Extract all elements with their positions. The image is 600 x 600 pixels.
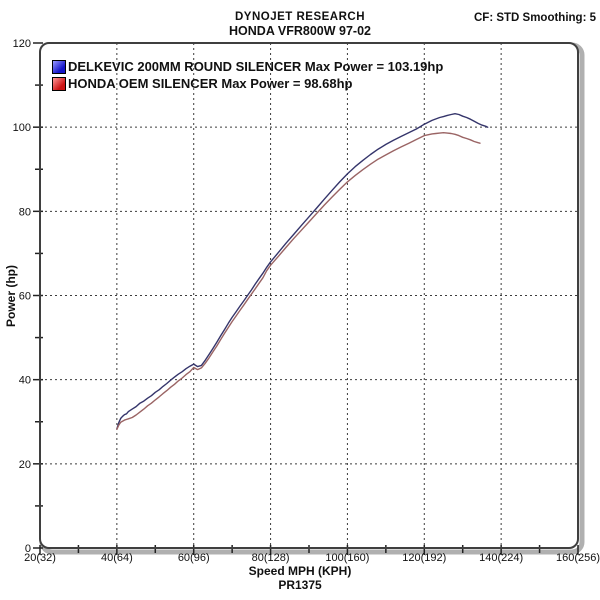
legend-item-honda-oem: HONDA OEM SILENCER Max Power = 98.68hp — [52, 75, 443, 92]
y-tick-label: 120 — [13, 38, 31, 50]
y-tick-label: 0 — [25, 543, 31, 555]
legend-label-delkevic: DELKEVIC 200MM ROUND SILENCER Max Power … — [68, 59, 444, 74]
y-tick-label: 80 — [19, 206, 31, 218]
header-subtitle: HONDA VFR800W 97-02 — [229, 24, 371, 38]
y-tick-label: 20 — [19, 459, 31, 471]
x-axis-title: Speed MPH (KPH) — [248, 564, 352, 578]
run-number: PR1375 — [278, 578, 322, 592]
x-tick-label: 40(64) — [101, 552, 133, 564]
correction-smoothing-label: CF: STD Smoothing: 5 — [473, 12, 596, 24]
plot-frame — [39, 42, 579, 549]
header-title: DYNOJET RESEARCH — [234, 11, 366, 23]
x-tick-label: 20(32) — [24, 552, 56, 564]
x-tick-label: 100(160) — [325, 552, 369, 564]
power-curve-honda-oem — [116, 131, 481, 430]
legend-swatch-red — [52, 76, 66, 91]
power-curve-delkevic — [116, 112, 489, 430]
chart-header: DYNOJET RESEARCH HONDA VFR800W 97-02 — [0, 11, 600, 38]
legend-label-honda-oem: HONDA OEM SILENCER Max Power = 98.68hp — [68, 76, 353, 91]
x-tick-label: 60(96) — [178, 552, 210, 564]
x-tick-label: 80(128) — [252, 552, 290, 564]
plot-background — [40, 43, 578, 548]
y-tick-label: 100 — [13, 122, 31, 134]
legend-item-delkevic: DELKEVIC 200MM ROUND SILENCER Max Power … — [52, 58, 443, 75]
y-tick-label: 60 — [19, 291, 31, 303]
y-tick-label: 40 — [19, 375, 31, 387]
x-tick-label: 160(256) — [556, 552, 600, 564]
x-tick-label: 120(192) — [402, 552, 446, 564]
y-axis-title: Power (hp) — [4, 265, 18, 327]
x-tick-label: 140(224) — [479, 552, 523, 564]
legend: DELKEVIC 200MM ROUND SILENCER Max Power … — [52, 58, 443, 92]
legend-swatch-blue — [52, 59, 66, 74]
